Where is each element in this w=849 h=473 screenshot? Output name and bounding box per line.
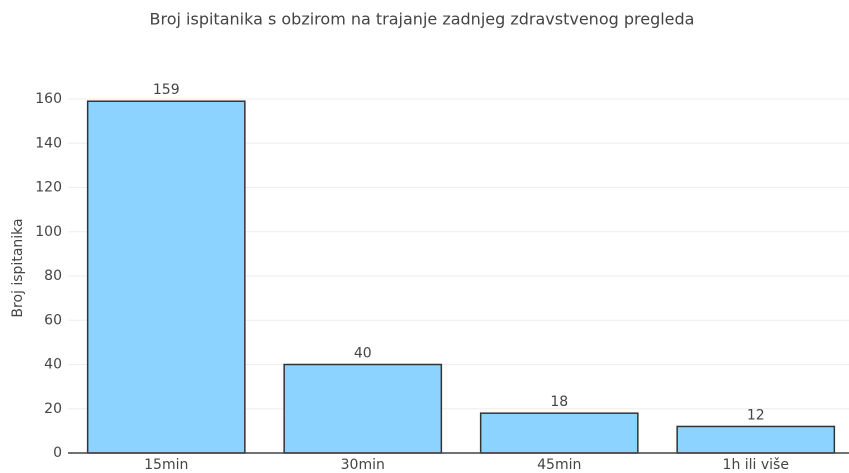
bar [283,363,443,454]
y-tick-label: 20 [44,401,62,417]
x-tick-label: 15min [144,457,188,473]
y-tick-label: 120 [35,180,62,196]
data-label: 12 [747,407,765,423]
chart-title: Broj ispitanika s obzirom na trajanje za… [150,10,695,29]
y-tick-label: 160 [35,91,62,107]
y-tick-label: 140 [35,135,62,151]
data-label: 159 [153,82,180,98]
y-tick-label: 40 [44,357,62,373]
bar [86,100,246,454]
x-tick-label: 45min [537,457,581,473]
bar [479,412,639,454]
y-axis-label: Broj ispitanika [10,218,26,317]
bar [676,425,836,454]
y-tick-label: 0 [53,445,62,461]
data-label: 40 [354,346,372,362]
data-label: 18 [550,394,568,410]
x-tick-label: 1h ili više [723,457,789,473]
y-tick-label: 100 [35,224,62,240]
x-tick-label: 30min [341,457,385,473]
y-tick-label: 80 [44,268,62,284]
y-tick-label: 60 [44,312,62,328]
